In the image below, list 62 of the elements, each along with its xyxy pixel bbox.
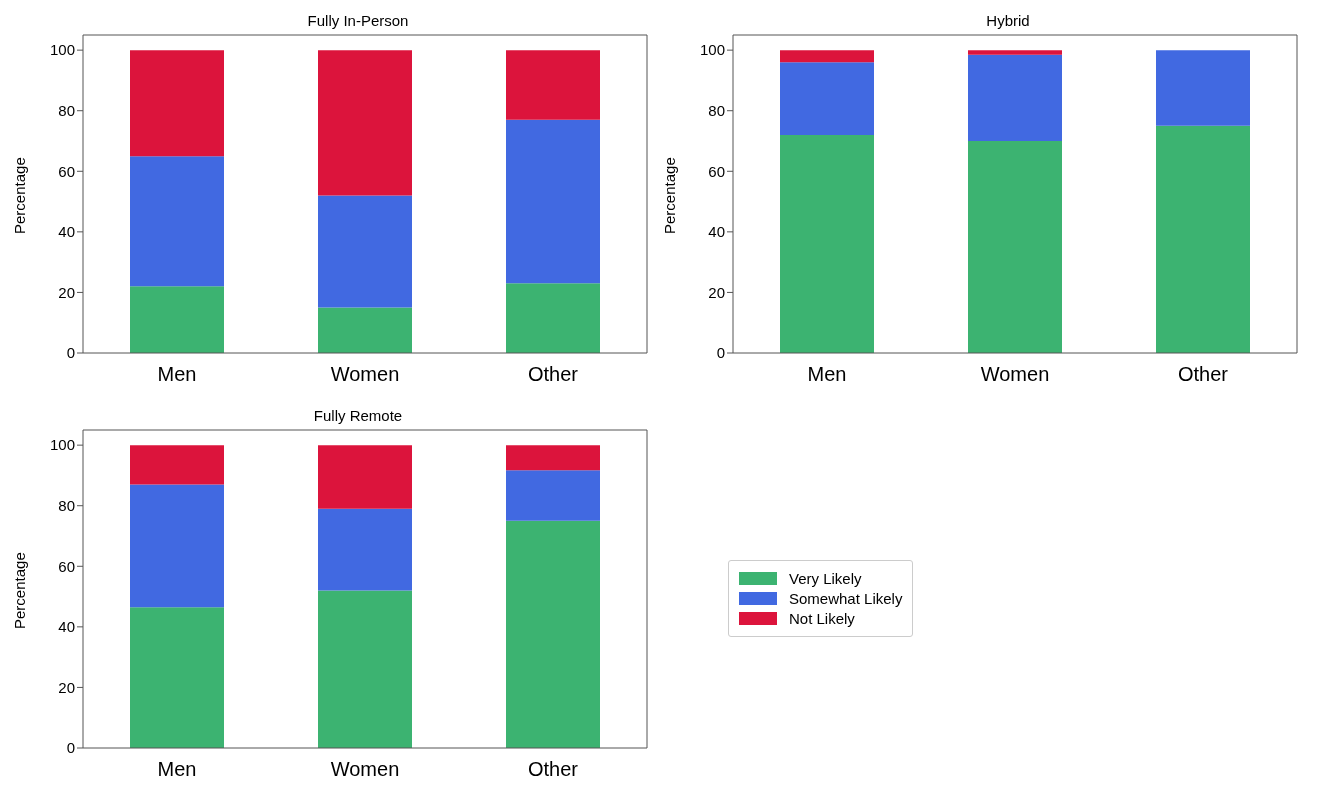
bar <box>130 484 224 608</box>
y-tick-label: 40 <box>58 223 75 241</box>
bar <box>1156 50 1250 126</box>
x-tick-label: Men <box>807 363 847 386</box>
y-tick-label: 20 <box>58 678 75 696</box>
y-tick-label: 0 <box>66 739 75 757</box>
x-tick-label: Other <box>527 363 579 386</box>
y-tick-label: 0 <box>716 344 725 362</box>
legend-label: Somewhat Likely <box>789 589 903 607</box>
bar <box>318 508 412 591</box>
x-tick-label: Men <box>157 363 197 386</box>
y-tick-label: 100 <box>699 41 725 59</box>
y-tick-label: 0 <box>66 344 75 362</box>
bar <box>318 195 412 308</box>
bar <box>1156 125 1250 353</box>
bar <box>506 119 600 284</box>
bar <box>506 520 600 748</box>
x-tick-label: Men <box>157 758 197 781</box>
bar <box>968 50 1062 55</box>
y-tick-label: 60 <box>58 557 75 575</box>
y-axis-title: Percentage <box>661 157 679 234</box>
bar <box>130 445 224 485</box>
y-tick-label: 60 <box>708 162 725 180</box>
bar <box>318 50 412 196</box>
bar <box>318 307 412 353</box>
bar <box>780 62 874 135</box>
bar <box>130 156 224 287</box>
bar <box>130 607 224 748</box>
bar <box>968 141 1062 353</box>
x-tick-label: Women <box>330 758 400 781</box>
y-axis-title: Percentage <box>11 552 29 629</box>
chart-title: Fully Remote <box>312 407 404 424</box>
y-tick-label: 20 <box>708 283 725 301</box>
bar <box>318 445 412 509</box>
y-tick-label: 80 <box>58 102 75 120</box>
bar <box>506 50 600 120</box>
bar <box>318 590 412 748</box>
bar <box>968 54 1062 141</box>
bar <box>506 470 600 521</box>
y-tick-label: 20 <box>58 283 75 301</box>
x-tick-label: Women <box>330 363 400 386</box>
bar <box>130 50 224 157</box>
y-tick-label: 40 <box>708 223 725 241</box>
y-tick-label: 100 <box>49 436 75 454</box>
y-tick-label: 80 <box>58 497 75 515</box>
x-tick-label: Other <box>527 758 579 781</box>
y-tick-label: 40 <box>58 618 75 636</box>
y-tick-label: 80 <box>708 102 725 120</box>
y-tick-label: 100 <box>49 41 75 59</box>
bar <box>130 286 224 353</box>
legend-label: Not Likely <box>789 609 855 627</box>
bar <box>780 50 874 63</box>
legend-label: Very Likely <box>789 569 862 587</box>
chart-title: Fully In-Person <box>306 12 410 29</box>
x-tick-label: Women <box>980 363 1050 386</box>
y-axis-title: Percentage <box>11 157 29 234</box>
bar <box>506 445 600 471</box>
bar <box>506 283 600 353</box>
y-tick-label: 60 <box>58 162 75 180</box>
bar <box>780 134 874 353</box>
chart-title: Hybrid <box>985 12 1031 29</box>
x-tick-label: Other <box>1177 363 1229 386</box>
